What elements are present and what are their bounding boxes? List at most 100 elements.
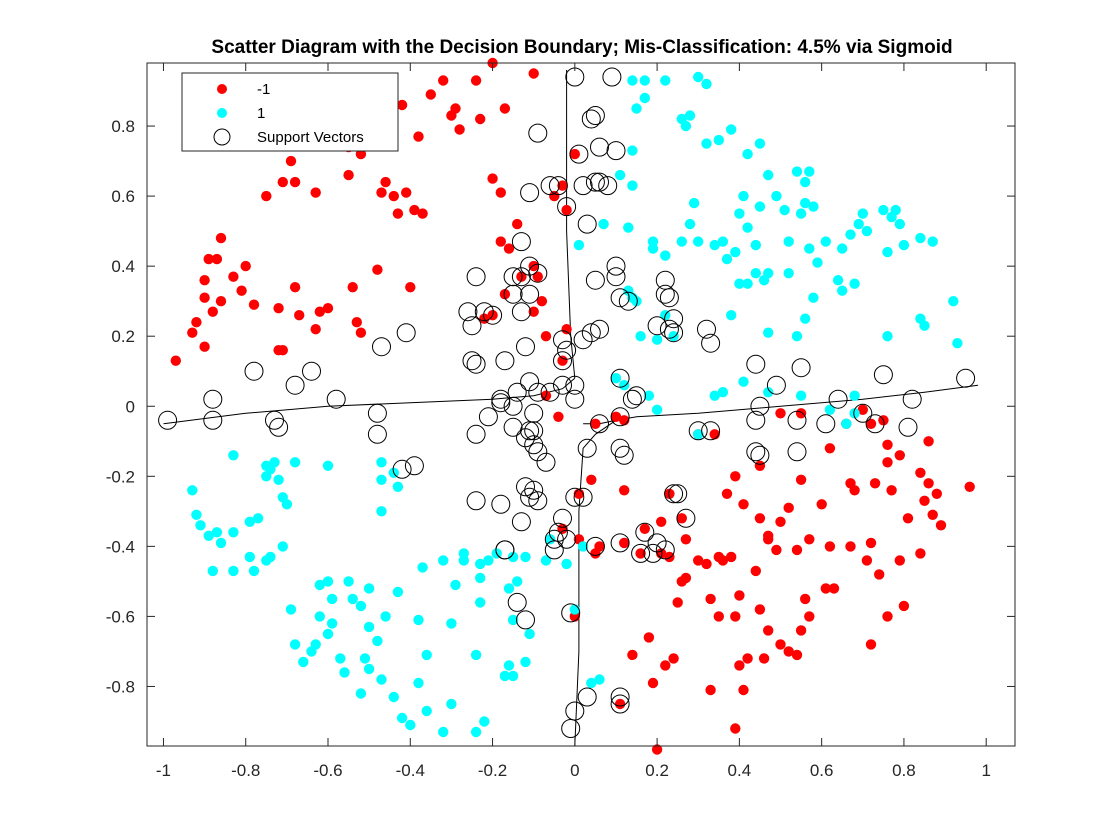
point-class-pos [688,197,700,209]
point-class-pos [952,338,963,349]
point-class-pos [261,555,272,566]
point-class-pos [359,653,371,664]
support-vector-ring [688,421,708,441]
point-class-neg [528,306,539,317]
point-class-neg [199,341,210,352]
point-class-neg [783,502,794,513]
point-class-pos [800,313,811,324]
point-class-neg [289,176,301,188]
point-class-neg [795,408,807,419]
point-class-neg [532,271,543,282]
support-vector-ring [585,536,605,556]
point-class-pos [598,218,609,230]
support-vector-ring [392,459,412,479]
point-class-pos [446,618,457,629]
point-class-pos [791,331,803,342]
point-class-pos [701,78,712,90]
point-class-neg [536,296,548,307]
support-vector-ring [396,323,416,343]
x-tick-label: 1 [981,761,990,780]
point-class-neg [203,253,214,265]
point-class-pos [507,551,519,563]
support-vector-ring [462,316,482,336]
point-class-neg [635,548,646,559]
point-class-pos [684,110,696,121]
point-class-neg [553,411,564,422]
data-points [170,57,975,755]
y-tick-label: -0.8 [106,677,135,696]
point-class-neg [726,551,737,563]
support-vector-ring [610,687,630,707]
point-class-pos [314,611,325,622]
support-vector-ring [627,386,646,406]
y-tick-label: 0.6 [111,187,135,206]
support-vector-ring [746,442,766,462]
point-class-pos [211,527,223,538]
point-class-neg [676,576,687,587]
point-class-pos [277,541,288,552]
point-class-neg [927,509,938,520]
point-class-neg [693,555,704,566]
point-class-neg [800,593,811,605]
point-class-pos [483,555,494,566]
point-class-neg [894,450,905,461]
support-vector-ring [606,267,626,287]
point-class-neg [845,541,856,552]
point-class-pos [372,635,383,647]
point-class-pos [376,674,387,685]
support-vector-ring [701,333,721,353]
point-class-pos [405,719,416,731]
point-class-pos [524,628,535,640]
support-vector-ring [474,302,494,322]
point-class-pos [693,236,704,247]
point-class-neg [446,110,457,121]
point-class-neg [931,488,942,499]
support-vector-ring [664,484,684,504]
point-class-neg [923,478,934,489]
point-class-pos [639,92,650,104]
point-class-neg [651,744,663,755]
point-class-pos [878,204,889,216]
point-class-pos [651,404,663,415]
point-class-pos [758,275,770,286]
point-class-pos [421,649,432,661]
support-vector-ring [511,512,531,532]
point-class-neg [614,698,626,710]
support-vector-ring [536,452,556,472]
point-class-pos [779,204,790,216]
support-vector-ring [590,172,609,192]
support-vector-ring [511,267,531,287]
support-vector-ring [873,365,893,385]
support-vector-ring [458,302,478,322]
point-class-neg [763,625,774,636]
point-class-neg [672,597,683,608]
support-vector-ring [511,232,531,252]
point-class-neg [540,331,552,342]
point-class-pos [355,600,367,612]
point-class-neg [322,303,334,314]
point-class-pos [643,390,655,401]
support-vector-ring [664,323,684,343]
point-class-neg [742,653,753,664]
point-class-pos [808,201,819,212]
support-vector-ring [606,256,626,276]
point-class-neg [405,282,416,293]
point-class-pos [228,527,239,538]
point-class-pos [627,75,638,86]
support-vector-ring [524,403,544,423]
point-class-neg [590,418,601,429]
point-class-pos [512,576,523,587]
point-class-neg [865,418,877,429]
point-class-neg [713,611,724,622]
point-class-neg [816,499,827,510]
support-vector-ring [466,354,486,374]
point-class-pos [499,670,511,682]
point-class-pos [614,169,626,181]
support-vector-ring [577,214,597,234]
point-class-pos [742,278,753,289]
point-class-pos [857,208,868,219]
support-vector-ring [865,414,885,434]
point-class-neg [191,317,202,328]
support-vector-ring [516,337,535,357]
point-class-pos [322,576,334,587]
